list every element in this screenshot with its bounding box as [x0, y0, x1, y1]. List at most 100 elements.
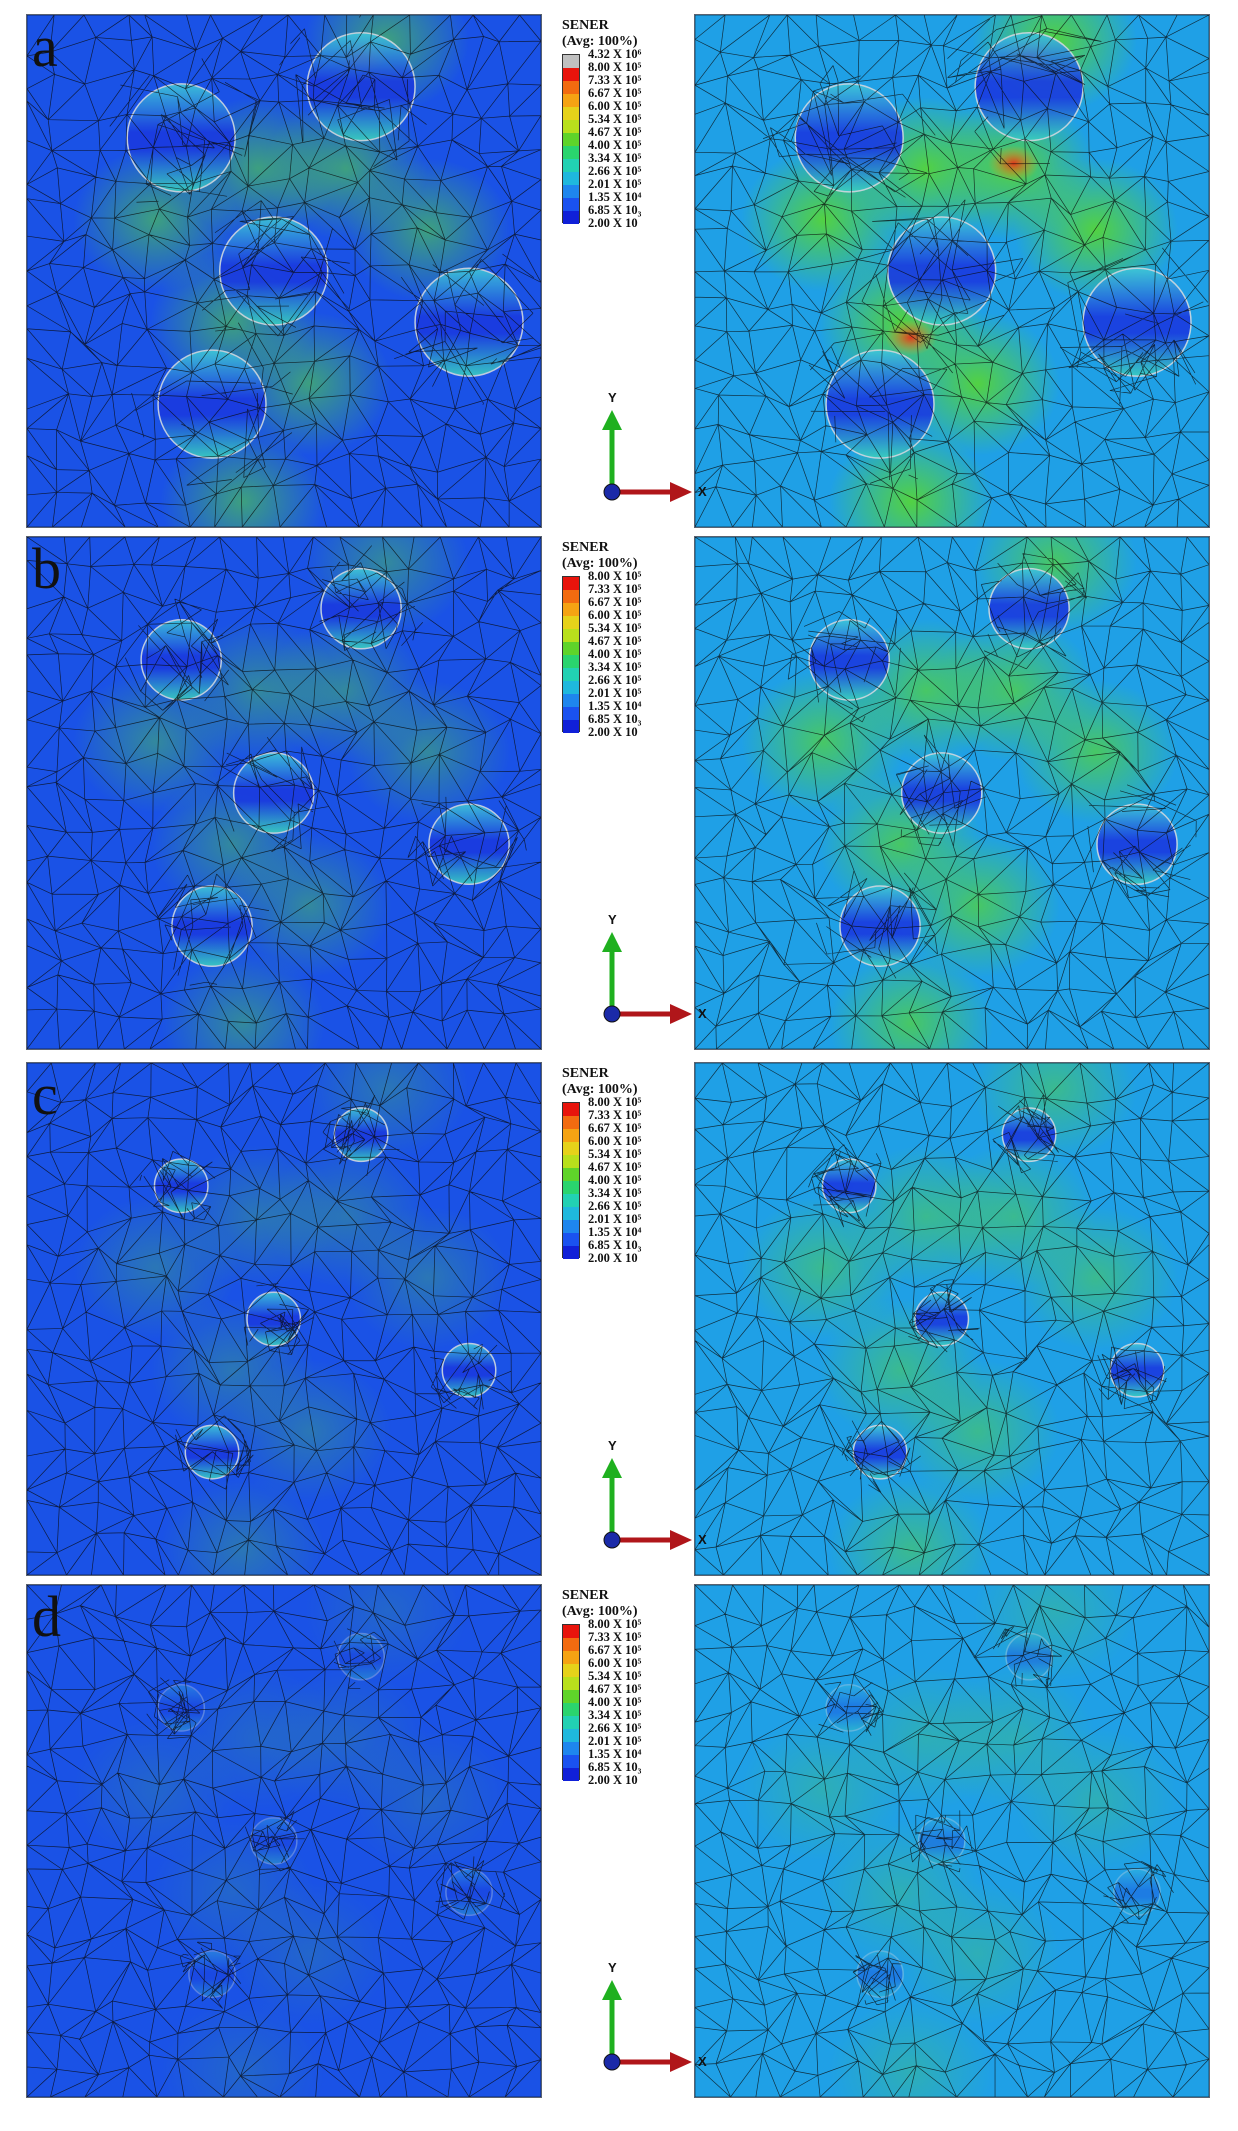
legend-swatch	[563, 1651, 579, 1664]
legend-tick-label: 1.35 X 10⁴	[588, 699, 642, 713]
legend-tick-label: 7.33 X 10⁵	[588, 582, 642, 596]
legend-tick-label: 6.00 X 10⁵	[588, 1656, 642, 1670]
legend-swatch	[563, 1625, 579, 1638]
contour-panel-left	[26, 536, 542, 1050]
contour-panel-right	[694, 14, 1210, 528]
legend-tick-label: 6.85 X 10₃	[588, 1760, 642, 1774]
contour-plot-left	[27, 15, 541, 527]
legend-subtitle: (Avg: 100%)	[562, 34, 638, 49]
y-axis-label: Y	[608, 1438, 617, 1453]
legend-title: SENER	[562, 540, 609, 555]
x-axis-label: X	[698, 1532, 707, 1547]
inclusion-sphere	[852, 1424, 908, 1480]
contour-panel-right	[694, 536, 1210, 1050]
legend-tick-label: 4.00 X 10⁵	[588, 138, 642, 152]
y-axis-label: Y	[608, 390, 617, 405]
contour-plot-left	[27, 537, 541, 1049]
legend-tick-label: 2.66 X 10⁵	[588, 673, 642, 687]
legend-subtitle: (Avg: 100%)	[562, 1604, 638, 1619]
legend-tick-label: 4.67 X 10⁵	[588, 634, 642, 648]
contour-panel-left	[26, 14, 542, 528]
x-axis-label: X	[698, 2054, 707, 2069]
legend-tick-label: 4.67 X 10⁵	[588, 1160, 642, 1174]
legend-tick-label: 3.34 X 10⁵	[588, 660, 642, 674]
legend-swatch	[563, 1116, 579, 1129]
legend-tick-label: 2.00 X 10	[588, 1251, 638, 1265]
figure-row-c: c SENER (Avg: 100%) 8.00 X 10⁵ 7.33 X 10⁵ 6.6…	[0, 1062, 1238, 1576]
legend-swatch	[563, 616, 579, 629]
legend-swatch	[563, 172, 579, 185]
legend-tick-label: 8.00 X 10⁵	[588, 1617, 642, 1631]
legend-swatch	[563, 1690, 579, 1703]
inclusion-sphere	[914, 1291, 970, 1347]
legend-color-bar	[562, 576, 580, 733]
legend-tick-label: 6.67 X 10⁵	[588, 1121, 642, 1135]
color-legend: SENER (Avg: 100%) 4.32 X 10⁶ 8.00 X 10⁵ 7.33…	[562, 18, 641, 230]
inclusion-sphere	[306, 31, 416, 142]
finite-element-mesh	[695, 1585, 1209, 2097]
legend-swatch	[563, 1129, 579, 1142]
legend-swatch	[563, 1638, 579, 1651]
legend-swatch	[563, 1246, 579, 1259]
finite-element-mesh	[27, 1063, 541, 1575]
legend-tick-label: 2.00 X 10	[588, 1773, 638, 1787]
inclusion-sphere	[171, 885, 253, 967]
finite-element-mesh	[695, 537, 1209, 1049]
legend-tick-label: 7.33 X 10⁵	[588, 73, 642, 87]
contour-plot-right	[695, 537, 1209, 1049]
inclusion-sphere	[856, 1950, 904, 1998]
legend-tick-label: 2.00 X 10	[588, 725, 638, 739]
legend-swatch	[563, 577, 579, 590]
legend-tick-label: 2.01 X 10⁵	[588, 686, 642, 700]
inclusion-sphere	[188, 1950, 236, 1998]
legend-swatch	[563, 159, 579, 172]
legend-swatch	[563, 1207, 579, 1220]
panel-letter: c	[32, 1062, 58, 1127]
y-axis-label: Y	[608, 1960, 617, 1975]
legend-tick-label: 7.33 X 10⁵	[588, 1108, 642, 1122]
legend-swatch	[563, 1155, 579, 1168]
legend-swatch	[563, 68, 579, 81]
inclusion-sphere	[232, 752, 315, 834]
legend-title: SENER	[562, 1066, 609, 1081]
legend-title: SENER	[562, 18, 609, 33]
legend-swatch	[563, 1664, 579, 1677]
color-legend: SENER (Avg: 100%) 8.00 X 10⁵ 7.33 X 10⁵ 6.67…	[562, 540, 641, 739]
legend-subtitle: (Avg: 100%)	[562, 1082, 638, 1097]
color-legend: SENER (Avg: 100%) 8.00 X 10⁵ 7.33 X 10⁵ 6.67…	[562, 1066, 641, 1265]
legend-swatch	[563, 642, 579, 655]
legend-color-bar	[562, 1102, 580, 1259]
contour-plot-right	[695, 1063, 1209, 1575]
legend-tick-label: 6.85 X 10₃	[588, 203, 642, 217]
legend-tick-label: 5.34 X 10⁵	[588, 1147, 642, 1161]
legend-tick-label: 6.67 X 10⁵	[588, 595, 642, 609]
legend-tick-label: 4.00 X 10⁵	[588, 1695, 642, 1709]
legend-tick-label: 6.67 X 10⁵	[588, 86, 642, 100]
legend-swatch	[563, 211, 579, 224]
inclusion-sphere	[219, 216, 329, 326]
legend-swatch	[563, 1181, 579, 1194]
inclusion-sphere	[974, 31, 1084, 142]
legend-swatch	[563, 629, 579, 642]
inclusion-sphere	[126, 83, 236, 193]
inclusion-sphere	[1001, 1107, 1057, 1163]
legend-tick-label: 2.66 X 10⁵	[588, 1721, 642, 1735]
x-axis-label: X	[698, 484, 707, 499]
legend-swatch	[563, 1716, 579, 1729]
y-axis-label: Y	[608, 912, 617, 927]
legend-tick-label: 8.00 X 10⁵	[588, 60, 642, 74]
inclusion-sphere	[821, 1158, 877, 1214]
legend-tick-label: 3.34 X 10⁵	[588, 1186, 642, 1200]
contour-panel-right	[694, 1062, 1210, 1576]
legend-tick-label: 6.85 X 10₃	[588, 1238, 642, 1252]
legend-tick-label: 4.32 X 10⁶	[588, 47, 642, 61]
inclusion-sphere	[808, 619, 891, 701]
legend-tick-label: 5.34 X 10⁵	[588, 621, 642, 635]
legend-tick-label: 4.00 X 10⁵	[588, 1173, 642, 1187]
contour-plot-right	[695, 15, 1209, 527]
legend-tick-label: 2.01 X 10⁵	[588, 1212, 642, 1226]
legend-swatch	[563, 720, 579, 733]
legend-tick-label: 8.00 X 10⁵	[588, 1095, 642, 1109]
legend-tick-label: 6.67 X 10⁵	[588, 1643, 642, 1657]
